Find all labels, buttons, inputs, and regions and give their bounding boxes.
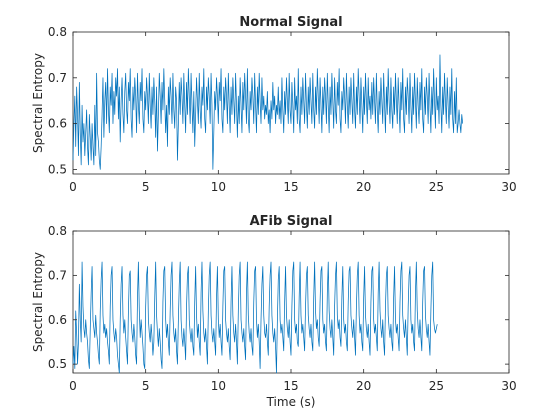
x-tick-label: 0: [69, 180, 77, 194]
x-tick-label: 25: [429, 180, 444, 194]
x-tick-label: 20: [356, 379, 371, 393]
series-line-afib: [72, 261, 438, 374]
x-tick-label: 15: [283, 180, 298, 194]
y-tick-label: 0.5: [48, 357, 67, 371]
y-tick-label: 0.5: [48, 162, 67, 176]
chart-title-afib: AFib Signal: [250, 214, 333, 229]
subplot-afib-signal: 0 5 10 15 20 25 30 0.5 0.6 0.7 0.8 AFib Signal Spe…: [31, 214, 517, 409]
ticks-normal: 0 5 10 15 20 25 30 0.5 0.6 0.7 0.8: [48, 25, 517, 194]
y-tick-label: 0.7: [48, 71, 67, 85]
x-tick-label: 15: [283, 379, 298, 393]
series-line-normal: [72, 54, 464, 170]
x-tick-label: 30: [501, 379, 516, 393]
y-tick-label: 0.6: [48, 313, 67, 327]
x-tick-label: 5: [142, 180, 150, 194]
x-axis-label-afib: Time (s): [266, 395, 316, 409]
series-afib: [72, 261, 438, 374]
x-tick-label: 20: [356, 180, 371, 194]
chart-title-normal: Normal Signal: [239, 15, 342, 30]
series-normal: [72, 54, 464, 170]
x-tick-label: 10: [211, 379, 226, 393]
x-tick-label: 0: [69, 379, 77, 393]
x-tick-label: 5: [142, 379, 150, 393]
y-tick-label: 0.8: [48, 224, 67, 238]
y-axis-label-afib: Spectral Entropy: [31, 252, 45, 352]
y-tick-label: 0.7: [48, 268, 67, 282]
y-tick-label: 0.8: [48, 25, 67, 39]
x-tick-label: 30: [501, 180, 516, 194]
y-axis-label-normal: Spectral Entropy: [31, 53, 45, 153]
x-tick-label: 10: [211, 180, 226, 194]
ticks-afib: 0 5 10 15 20 25 30 0.5 0.6 0.7 0.8: [48, 224, 517, 393]
x-tick-label: 25: [429, 379, 444, 393]
y-tick-label: 0.6: [48, 117, 67, 131]
subplot-normal-signal: 0 5 10 15 20 25 30 0.5 0.6 0.7 0.8 Normal Signal S…: [31, 15, 517, 194]
